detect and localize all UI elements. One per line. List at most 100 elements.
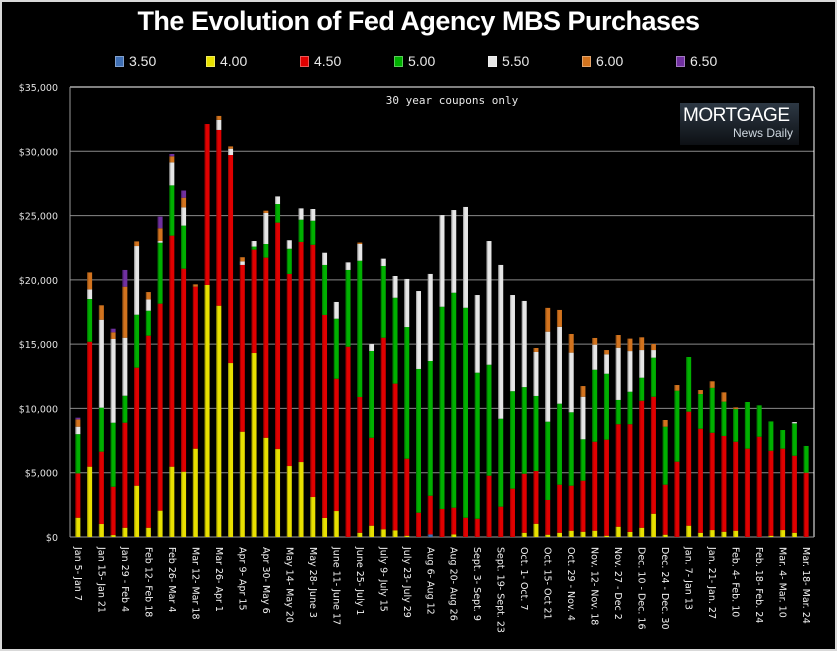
bar-segment-5-50 bbox=[509, 295, 515, 392]
bar-segment-5-50 bbox=[345, 262, 351, 270]
bar-shade bbox=[580, 439, 582, 481]
bar-stack bbox=[451, 210, 457, 537]
bar-shade bbox=[228, 363, 230, 537]
bar-segment-5-50 bbox=[181, 207, 187, 226]
bar-segment-4-50 bbox=[639, 400, 645, 528]
bar-shade bbox=[474, 372, 476, 519]
bar-shade bbox=[275, 204, 277, 223]
bar-segment-5-00 bbox=[357, 260, 363, 397]
bar-shade bbox=[533, 471, 535, 524]
bar-segment-5-50 bbox=[392, 276, 398, 298]
bar-shade bbox=[486, 475, 488, 537]
bar-shade bbox=[650, 344, 653, 351]
bar-shade bbox=[639, 337, 641, 351]
bar-shade bbox=[533, 351, 535, 396]
bar-shade bbox=[592, 337, 594, 345]
x-tick-label: Jan 29 - Feb 4 bbox=[119, 546, 130, 612]
bar-shade bbox=[122, 286, 124, 338]
bar-shade bbox=[333, 378, 335, 512]
bar-segment-4-00 bbox=[169, 466, 175, 537]
bar-shade bbox=[322, 517, 324, 537]
bar-segment-5-00 bbox=[404, 327, 410, 459]
bar-shade bbox=[333, 511, 335, 537]
bar-shade bbox=[110, 486, 112, 536]
bar-shade bbox=[110, 535, 112, 537]
bar-segment-4-50 bbox=[275, 222, 281, 450]
bar-shade bbox=[756, 405, 758, 437]
bar-shade bbox=[286, 466, 289, 537]
bar-shade bbox=[357, 242, 359, 244]
bar-shade bbox=[228, 146, 230, 149]
bar-segment-5-00 bbox=[627, 391, 633, 425]
bar-shade bbox=[498, 506, 500, 537]
bar-segment-6-00 bbox=[615, 335, 621, 348]
bar-stack bbox=[780, 430, 786, 537]
bar-shade bbox=[75, 419, 77, 427]
bar-segment-4-00 bbox=[650, 513, 656, 537]
bar-segment-4-00 bbox=[204, 285, 210, 537]
bar-segment-5-50 bbox=[134, 246, 140, 315]
bar-stack bbox=[662, 420, 668, 537]
bar-stack bbox=[392, 276, 398, 537]
bar-shade bbox=[75, 426, 77, 435]
bar-segment-5-00 bbox=[709, 387, 715, 433]
bar-segment-4-50 bbox=[744, 448, 750, 537]
bar-shade bbox=[134, 314, 136, 368]
bar-segment-4-50 bbox=[650, 396, 656, 514]
bar-segment-4-50 bbox=[204, 124, 210, 286]
bar-shade bbox=[791, 423, 794, 456]
x-tick-label: July 23- July 29 bbox=[401, 546, 412, 618]
bar-segment-5-50 bbox=[533, 351, 539, 396]
y-tick-label: $0 bbox=[46, 533, 58, 544]
legend-label: 5.50 bbox=[502, 53, 530, 69]
bar-shade bbox=[110, 328, 112, 333]
bar-shade bbox=[275, 449, 277, 537]
bar-segment-4-50 bbox=[627, 424, 633, 532]
x-tick-label: June 25- July 1 bbox=[354, 546, 365, 615]
bar-segment-6-00 bbox=[263, 210, 269, 213]
y-tick-label: $25,000 bbox=[19, 212, 58, 223]
bar-shade bbox=[462, 307, 465, 518]
bar-shade bbox=[286, 273, 289, 467]
bar-segment-6-50 bbox=[122, 269, 128, 287]
bar-shade bbox=[556, 532, 559, 537]
bar-stack bbox=[521, 300, 527, 537]
bar-segment-5-00 bbox=[556, 403, 562, 485]
x-tick-label: Feb 26- Mar 4 bbox=[166, 547, 177, 612]
bar-shade bbox=[181, 207, 183, 226]
bar-shade bbox=[392, 530, 394, 537]
bar-shade bbox=[451, 210, 453, 293]
bar-shade bbox=[768, 450, 770, 536]
bar-shade bbox=[639, 400, 641, 528]
bar-shade bbox=[650, 396, 653, 514]
bar-segment-5-00 bbox=[322, 264, 328, 315]
bar-stack bbox=[615, 335, 621, 537]
bar-shade bbox=[451, 534, 453, 537]
legend-label: 5.00 bbox=[408, 53, 436, 69]
bar-shade bbox=[357, 396, 359, 533]
logo-line2: News Daily bbox=[732, 126, 793, 140]
y-axis-ticks: $0 $5,000 $10,000 $15,000 $20,000 $25,000 $30,… bbox=[19, 83, 58, 544]
bar-shade bbox=[744, 402, 747, 449]
bar-shade bbox=[615, 526, 617, 537]
bar-shade bbox=[145, 310, 148, 336]
bar-shade bbox=[592, 441, 594, 531]
bar-shade bbox=[709, 387, 711, 433]
bar-segment-5-50 bbox=[169, 162, 175, 186]
bar-segment-6-50 bbox=[75, 417, 81, 420]
bar-shade bbox=[733, 530, 735, 537]
x-tick-label: July 9- July 15 bbox=[377, 546, 388, 612]
bar-segment-4-00 bbox=[110, 535, 116, 537]
bar-segment-5-00 bbox=[380, 265, 386, 338]
bar-segment-4-00 bbox=[556, 532, 562, 537]
bar-stack bbox=[181, 190, 187, 537]
bar-shade bbox=[627, 391, 629, 425]
bar-shade bbox=[345, 346, 347, 537]
bar-segment-5-50 bbox=[87, 289, 93, 300]
bar-shade bbox=[768, 421, 770, 451]
bar-segment-5-50 bbox=[615, 347, 621, 400]
bar-segment-4-50 bbox=[427, 495, 433, 535]
bar-shade bbox=[380, 258, 382, 266]
bar-shade bbox=[486, 364, 488, 476]
bar-segment-4-00 bbox=[380, 529, 386, 537]
